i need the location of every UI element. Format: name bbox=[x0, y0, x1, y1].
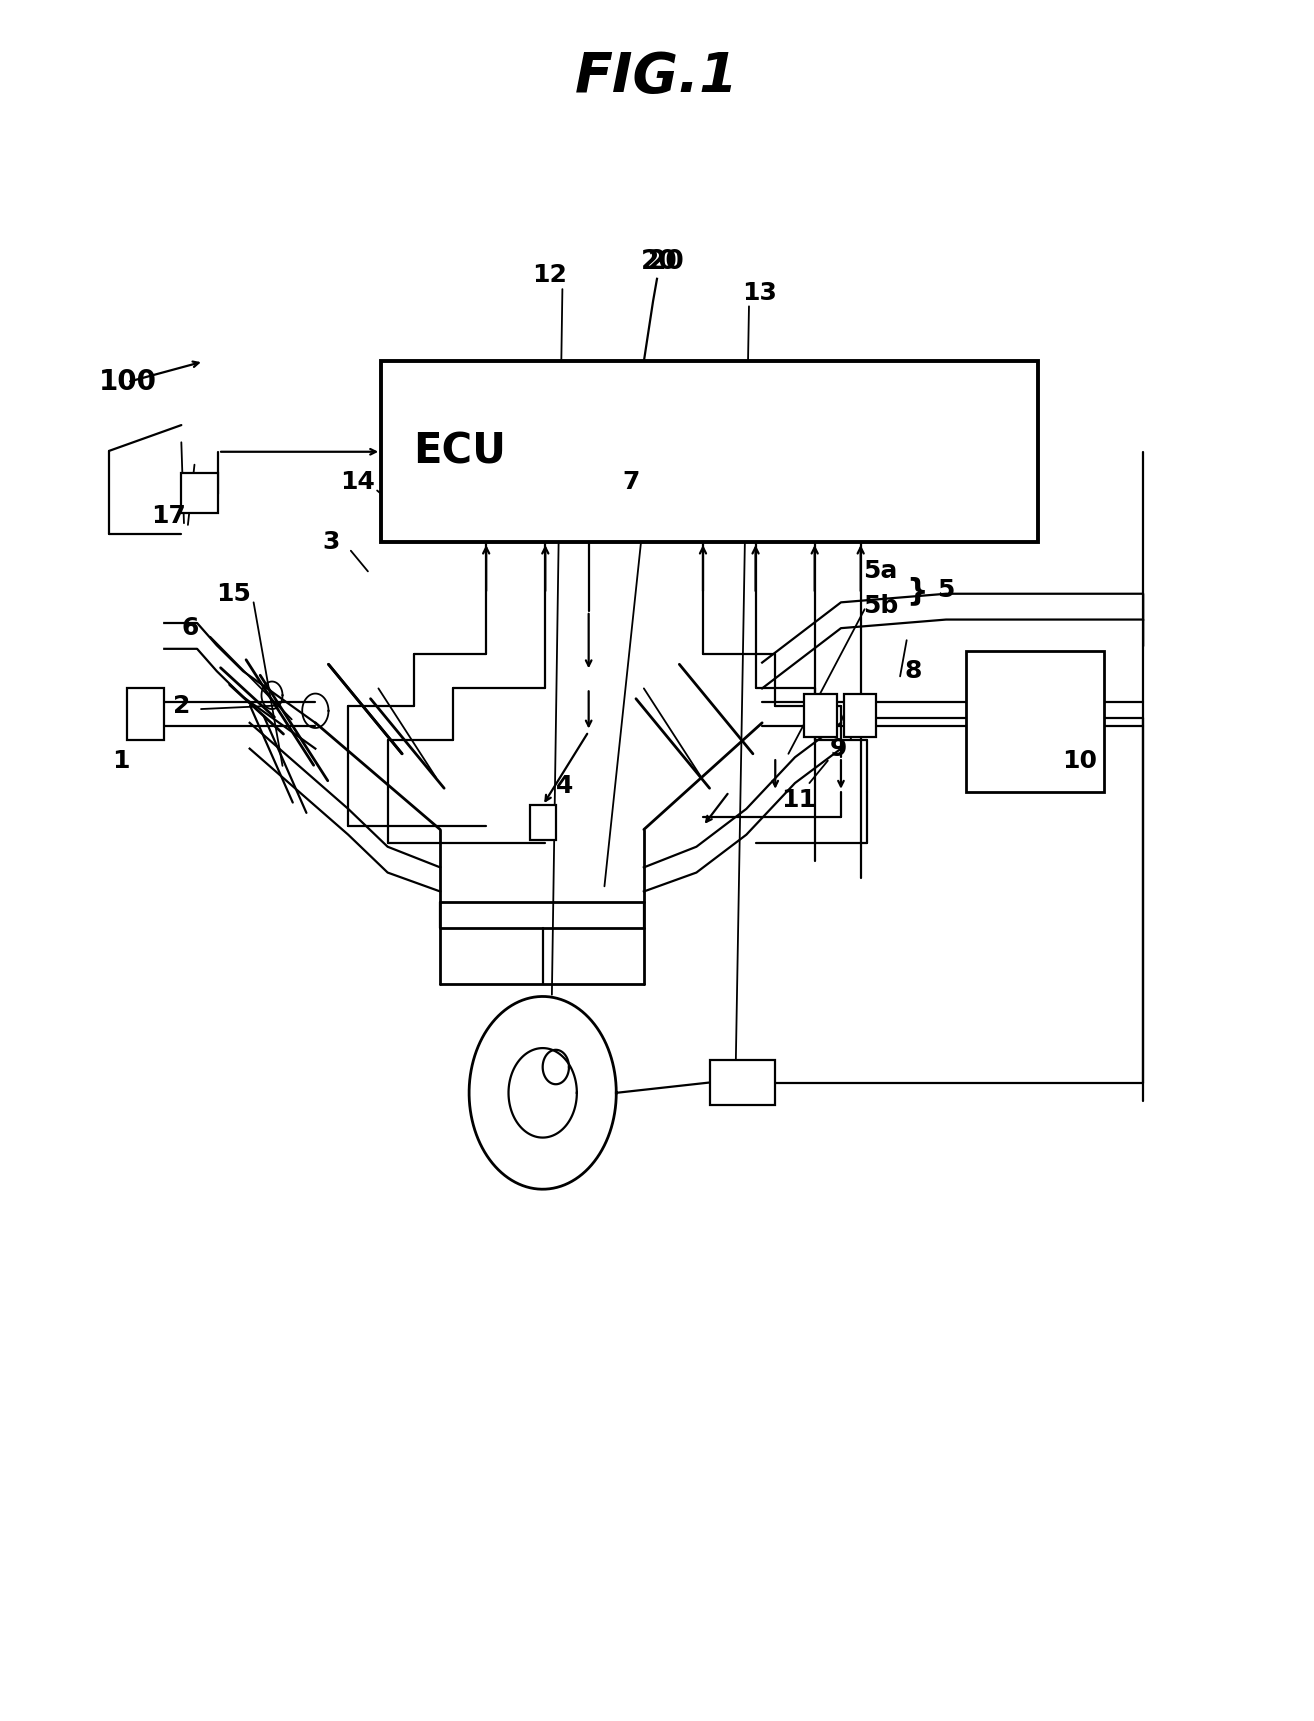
Text: 8: 8 bbox=[904, 659, 922, 683]
Text: 20: 20 bbox=[641, 248, 678, 275]
Text: 5a: 5a bbox=[863, 559, 897, 583]
Bar bbox=[530, 805, 556, 840]
Bar bbox=[844, 694, 876, 737]
Text: FIG.1: FIG.1 bbox=[576, 50, 738, 105]
Text: 5: 5 bbox=[937, 578, 955, 602]
Text: 5b: 5b bbox=[863, 594, 897, 618]
Text: 3: 3 bbox=[322, 530, 340, 554]
Text: 9: 9 bbox=[829, 737, 848, 761]
Text: 100: 100 bbox=[99, 368, 156, 396]
Bar bbox=[966, 651, 1104, 792]
Text: 2: 2 bbox=[172, 694, 191, 718]
Text: 14: 14 bbox=[340, 470, 374, 494]
Text: 10: 10 bbox=[1063, 749, 1097, 773]
Text: 1: 1 bbox=[112, 749, 130, 773]
Text: 4: 4 bbox=[556, 774, 574, 799]
Bar bbox=[127, 688, 164, 740]
Bar bbox=[710, 1060, 775, 1105]
Bar bbox=[804, 694, 837, 737]
Text: ECU: ECU bbox=[414, 430, 506, 473]
Text: 13: 13 bbox=[742, 281, 777, 305]
Bar bbox=[181, 473, 218, 513]
Text: 20: 20 bbox=[648, 248, 685, 275]
Text: 15: 15 bbox=[217, 582, 251, 606]
Text: 17: 17 bbox=[151, 504, 185, 528]
Text: 7: 7 bbox=[622, 470, 640, 494]
Text: }: } bbox=[907, 577, 928, 604]
Text: 12: 12 bbox=[532, 263, 566, 287]
Text: 6: 6 bbox=[181, 616, 200, 640]
Bar bbox=[381, 361, 1038, 542]
Text: 11: 11 bbox=[782, 788, 816, 812]
